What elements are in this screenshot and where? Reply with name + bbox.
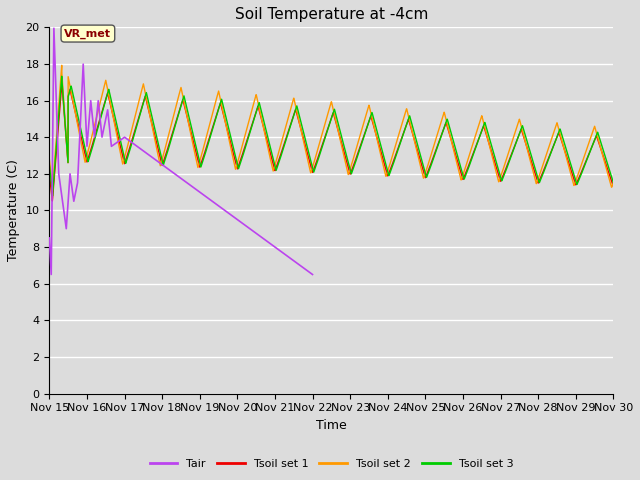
- Tsoil set 2: [609, 180, 617, 185]
- X-axis label: Time: Time: [316, 419, 347, 432]
- Text: VR_met: VR_met: [65, 28, 111, 39]
- Tsoil set 3: [204, 144, 211, 150]
- Tsoil set 3: [166, 139, 174, 144]
- Tair: [166, 168, 174, 173]
- Tsoil set 3: [609, 180, 617, 186]
- Tsoil set 2: [387, 159, 394, 165]
- Tsoil set 2: [49, 188, 56, 193]
- Tsoil set 3: [609, 180, 617, 185]
- Title: Soil Temperature at -4cm: Soil Temperature at -4cm: [235, 7, 428, 22]
- Tsoil set 1: [166, 136, 174, 142]
- Line: Tsoil set 2: Tsoil set 2: [49, 65, 613, 191]
- Tsoil set 2: [556, 132, 564, 137]
- Tair: [45, 235, 53, 241]
- Tsoil set 3: [45, 162, 53, 168]
- Tsoil set 3: [49, 193, 56, 199]
- Tsoil set 1: [204, 142, 211, 148]
- Tsoil set 2: [204, 131, 211, 137]
- Tsoil set 1: [609, 183, 617, 189]
- Tsoil set 2: [45, 156, 53, 162]
- Tsoil set 2: [166, 125, 174, 131]
- Tsoil set 3: [58, 73, 65, 79]
- Tsoil set 1: [387, 166, 394, 171]
- Tsoil set 2: [58, 62, 65, 68]
- Line: Tair: Tair: [49, 28, 312, 275]
- Line: Tsoil set 3: Tsoil set 3: [49, 76, 613, 196]
- Tsoil set 2: [397, 126, 404, 132]
- Tsoil set 1: [609, 184, 617, 190]
- Y-axis label: Temperature (C): Temperature (C): [7, 159, 20, 262]
- Tsoil set 1: [556, 133, 564, 139]
- Tsoil set 3: [556, 126, 564, 132]
- Tsoil set 3: [387, 168, 394, 174]
- Tsoil set 2: [609, 180, 617, 186]
- Tsoil set 1: [58, 80, 66, 86]
- Legend: Tair, Tsoil set 1, Tsoil set 2, Tsoil set 3: Tair, Tsoil set 1, Tsoil set 2, Tsoil se…: [145, 454, 518, 473]
- Tsoil set 3: [397, 139, 404, 145]
- Tsoil set 1: [397, 138, 404, 144]
- Tsoil set 1: [45, 171, 53, 177]
- Tair: [203, 194, 211, 200]
- Line: Tsoil set 1: Tsoil set 1: [49, 83, 613, 201]
- Tsoil set 1: [49, 198, 56, 204]
